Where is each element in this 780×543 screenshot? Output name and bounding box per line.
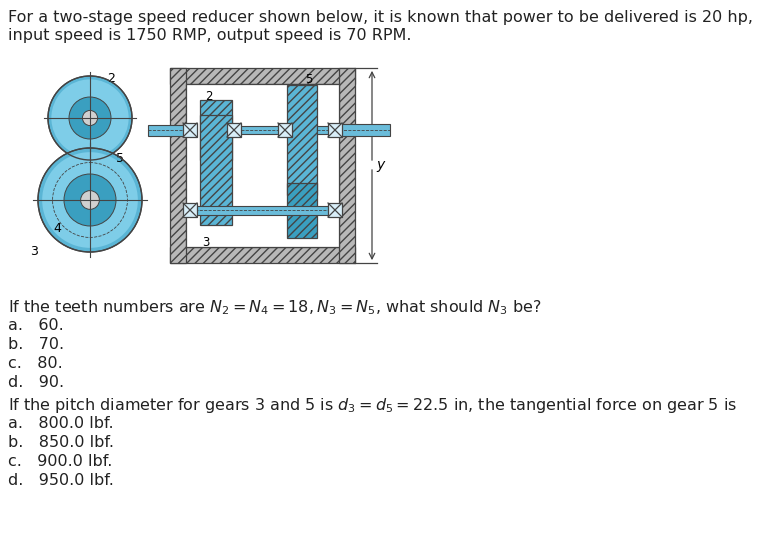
Bar xyxy=(186,205,339,214)
Text: 2: 2 xyxy=(205,90,212,103)
Bar xyxy=(339,124,390,136)
Text: b.   850.0 lbf.: b. 850.0 lbf. xyxy=(8,435,114,450)
Circle shape xyxy=(42,152,138,248)
Bar xyxy=(278,123,292,137)
Text: y: y xyxy=(376,158,385,172)
Bar xyxy=(328,123,342,137)
Circle shape xyxy=(80,191,99,210)
Bar xyxy=(148,124,186,136)
Text: 2: 2 xyxy=(107,72,115,85)
Text: If the pitch diameter for gears 3 and 5 is $d_3 = d_5 = 22.5$ in, the tangential: If the pitch diameter for gears 3 and 5 … xyxy=(8,396,737,415)
Text: 5: 5 xyxy=(305,73,312,86)
Bar xyxy=(339,68,355,263)
Circle shape xyxy=(48,76,132,160)
Circle shape xyxy=(38,148,142,252)
Bar xyxy=(170,68,186,263)
Text: c.   900.0 lbf.: c. 900.0 lbf. xyxy=(8,454,112,469)
Bar xyxy=(232,126,287,134)
Text: 3: 3 xyxy=(202,236,209,249)
Bar xyxy=(183,123,197,137)
Text: b.   70.: b. 70. xyxy=(8,337,64,352)
Text: c.   80.: c. 80. xyxy=(8,356,62,371)
Text: If the teeth numbers are $N_2 = N_4 = 18, N_3 = N_5$, what should $N_3$ be?: If the teeth numbers are $N_2 = N_4 = 18… xyxy=(8,298,541,317)
Circle shape xyxy=(64,174,116,226)
Circle shape xyxy=(83,110,98,125)
Text: a.   800.0 lbf.: a. 800.0 lbf. xyxy=(8,416,114,431)
Bar xyxy=(287,183,317,238)
Text: 4: 4 xyxy=(53,222,61,235)
Circle shape xyxy=(51,79,129,156)
Bar xyxy=(227,123,241,137)
Bar xyxy=(317,126,339,134)
Bar xyxy=(170,68,355,84)
Text: input speed is 1750 RMP, output speed is 70 RPM.: input speed is 1750 RMP, output speed is… xyxy=(8,28,412,43)
Text: d.   90.: d. 90. xyxy=(8,375,64,390)
Text: d.   950.0 lbf.: d. 950.0 lbf. xyxy=(8,473,114,488)
Text: a.   60.: a. 60. xyxy=(8,318,64,333)
Bar xyxy=(200,115,232,225)
Bar xyxy=(170,247,355,263)
Circle shape xyxy=(69,97,111,139)
Bar xyxy=(186,84,339,247)
Text: 3: 3 xyxy=(30,245,38,258)
Bar xyxy=(183,203,197,217)
Bar xyxy=(328,203,342,217)
Text: For a two-stage speed reducer shown below, it is known that power to be delivere: For a two-stage speed reducer shown belo… xyxy=(8,10,753,25)
Text: 5: 5 xyxy=(116,152,124,165)
Bar xyxy=(287,85,317,195)
Bar xyxy=(200,100,232,160)
Text: 4: 4 xyxy=(305,215,313,228)
